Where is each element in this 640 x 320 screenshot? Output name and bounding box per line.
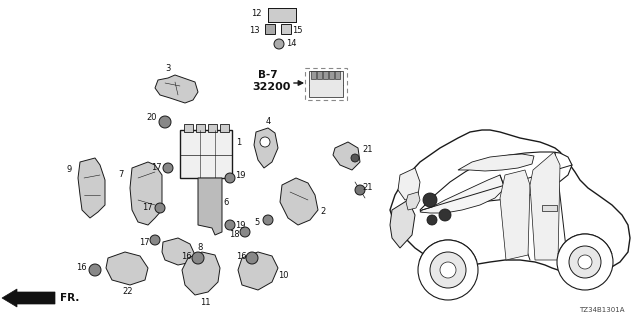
Text: 21: 21 xyxy=(362,145,372,154)
Circle shape xyxy=(557,234,613,290)
Polygon shape xyxy=(238,252,278,290)
Text: 3: 3 xyxy=(165,64,171,73)
Text: 2: 2 xyxy=(320,207,325,217)
Circle shape xyxy=(163,163,173,173)
Circle shape xyxy=(351,154,359,162)
Circle shape xyxy=(423,193,437,207)
Polygon shape xyxy=(106,252,148,285)
Bar xyxy=(208,124,217,132)
Bar xyxy=(311,71,316,79)
Text: 17: 17 xyxy=(140,238,150,247)
Polygon shape xyxy=(420,152,572,212)
Bar xyxy=(335,71,340,79)
Text: 7: 7 xyxy=(118,170,124,179)
Polygon shape xyxy=(398,168,420,200)
Bar xyxy=(268,8,296,22)
Polygon shape xyxy=(198,178,222,235)
Text: TZ34B1301A: TZ34B1301A xyxy=(579,307,625,313)
Bar xyxy=(309,71,343,97)
Circle shape xyxy=(260,137,270,147)
Text: 21: 21 xyxy=(362,183,372,193)
Text: 22: 22 xyxy=(123,287,133,296)
Text: 16: 16 xyxy=(181,252,192,261)
Polygon shape xyxy=(420,175,505,213)
Text: 19: 19 xyxy=(235,171,246,180)
Text: 1: 1 xyxy=(236,138,241,147)
Text: 10: 10 xyxy=(278,270,289,279)
Text: 5: 5 xyxy=(255,218,260,227)
Polygon shape xyxy=(333,142,360,170)
Polygon shape xyxy=(78,158,105,218)
Bar xyxy=(281,24,291,34)
Text: 20: 20 xyxy=(147,114,157,123)
Text: 18: 18 xyxy=(229,230,240,239)
Polygon shape xyxy=(130,162,162,225)
Circle shape xyxy=(274,39,284,49)
Text: 4: 4 xyxy=(266,117,271,126)
Text: 16: 16 xyxy=(236,252,247,261)
Text: 16: 16 xyxy=(76,263,87,273)
Polygon shape xyxy=(254,128,278,168)
Polygon shape xyxy=(280,178,318,225)
Circle shape xyxy=(225,173,235,183)
Polygon shape xyxy=(162,238,195,265)
Circle shape xyxy=(439,209,451,221)
Text: 17: 17 xyxy=(142,203,153,212)
Bar xyxy=(323,71,328,79)
Text: 19: 19 xyxy=(235,220,246,229)
Text: 12: 12 xyxy=(252,9,262,18)
Text: 32200: 32200 xyxy=(252,82,291,92)
Circle shape xyxy=(246,252,258,264)
Bar xyxy=(180,130,232,178)
Circle shape xyxy=(355,185,365,195)
Polygon shape xyxy=(155,75,198,103)
Polygon shape xyxy=(406,192,420,210)
Circle shape xyxy=(578,255,592,269)
Polygon shape xyxy=(458,154,534,171)
Text: 13: 13 xyxy=(250,26,260,35)
FancyArrow shape xyxy=(2,289,55,307)
Bar xyxy=(265,24,275,34)
Circle shape xyxy=(427,215,437,225)
Bar xyxy=(184,124,193,132)
Bar xyxy=(220,124,229,132)
Polygon shape xyxy=(390,130,630,275)
Circle shape xyxy=(440,262,456,278)
Bar xyxy=(329,71,334,79)
Circle shape xyxy=(430,252,466,288)
Text: B-7: B-7 xyxy=(258,70,278,80)
Circle shape xyxy=(225,220,235,230)
Circle shape xyxy=(89,264,101,276)
Polygon shape xyxy=(500,170,530,260)
Bar xyxy=(542,205,557,211)
Text: 14: 14 xyxy=(286,38,296,47)
Text: 6: 6 xyxy=(223,198,228,207)
Text: 9: 9 xyxy=(67,165,72,174)
Circle shape xyxy=(192,252,204,264)
Circle shape xyxy=(155,203,165,213)
Bar xyxy=(305,68,347,100)
Polygon shape xyxy=(390,200,415,248)
Polygon shape xyxy=(182,252,220,295)
Bar xyxy=(317,71,322,79)
Bar xyxy=(196,124,205,132)
Circle shape xyxy=(150,235,160,245)
Polygon shape xyxy=(530,152,560,260)
Circle shape xyxy=(418,240,478,300)
Text: 15: 15 xyxy=(292,26,303,35)
Circle shape xyxy=(569,246,601,278)
Text: FR.: FR. xyxy=(60,293,79,303)
Circle shape xyxy=(240,227,250,237)
Text: 8: 8 xyxy=(197,244,202,252)
Text: 17: 17 xyxy=(152,163,162,172)
Circle shape xyxy=(263,215,273,225)
Text: 11: 11 xyxy=(200,298,211,307)
Circle shape xyxy=(159,116,171,128)
